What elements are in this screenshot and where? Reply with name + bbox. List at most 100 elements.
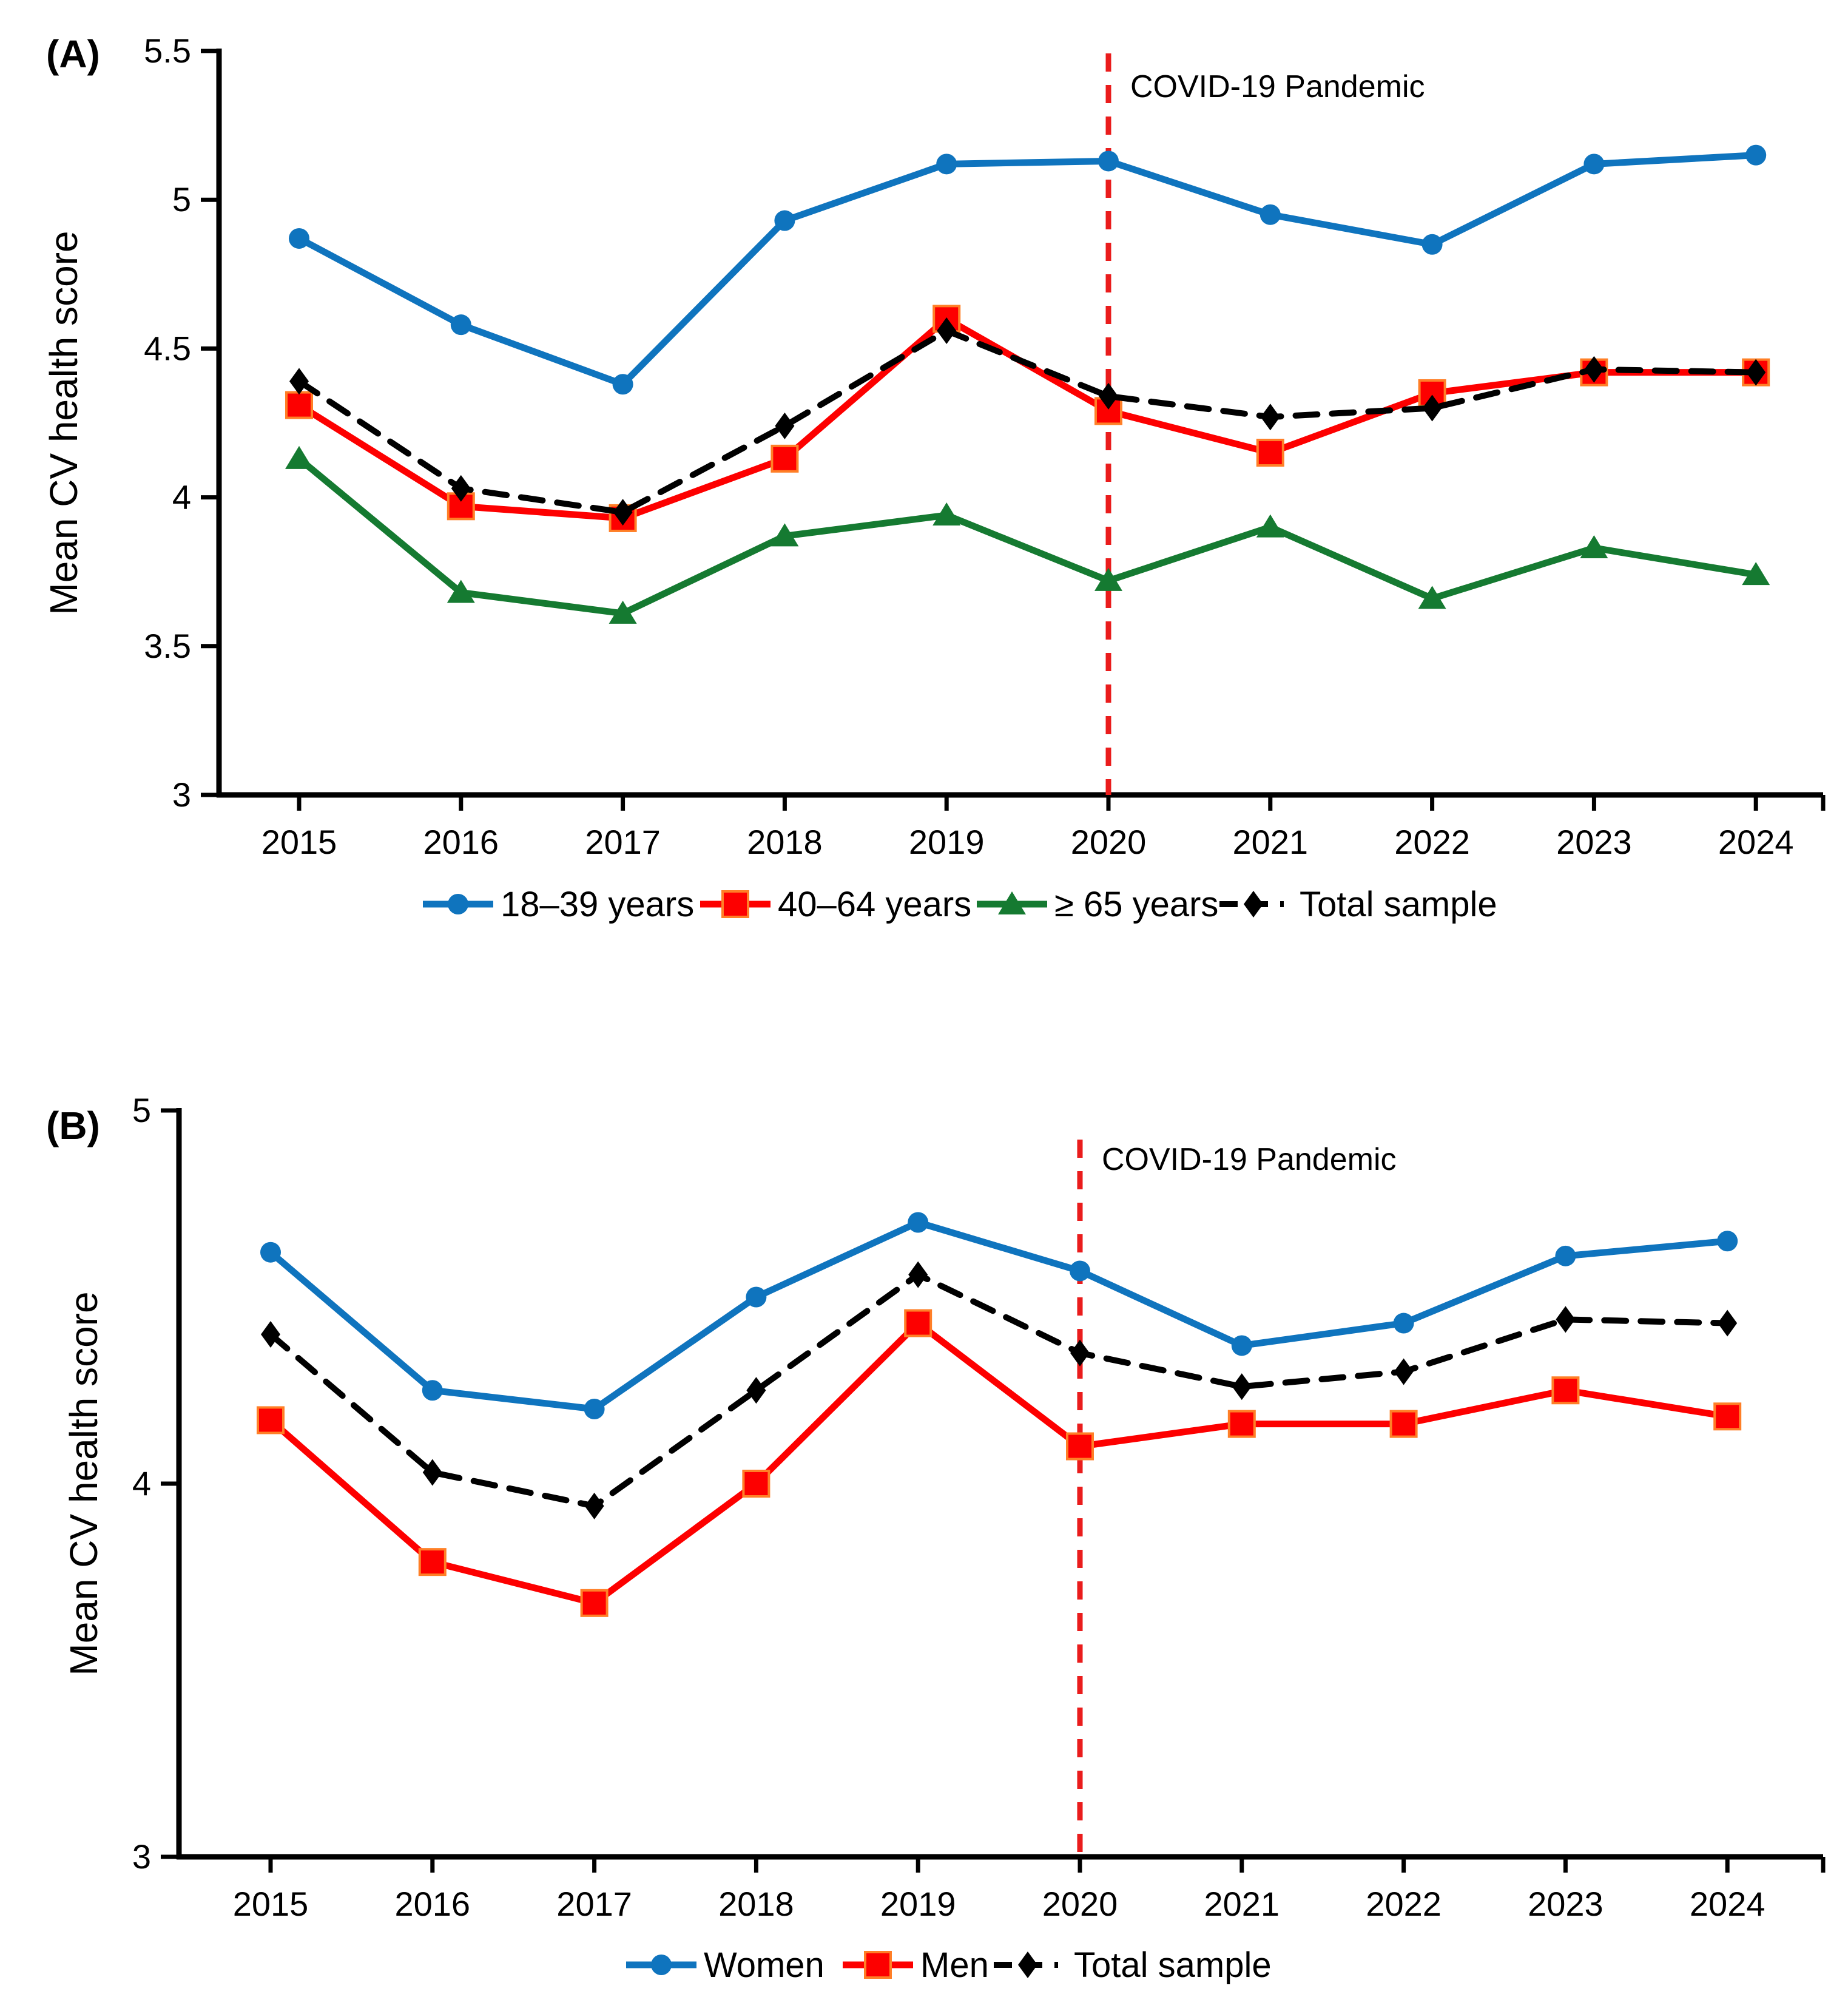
legend-item-total-sample: Total sample	[994, 1945, 1272, 1985]
panel-b-label: (B)	[46, 1104, 100, 1147]
y-tick-label-5: 5	[132, 1091, 151, 1129]
series-total-sample-marker-2018	[775, 412, 795, 439]
series-65-years-line	[295, 455, 1759, 617]
series-women-marker-2016	[422, 1380, 443, 1401]
series-18-39-years-marker-2024	[1745, 144, 1767, 166]
series-men-marker-2018	[742, 1470, 771, 1498]
x-tick-label-2020: 2020	[1042, 1885, 1118, 1923]
series-total-sample-marker-2020	[1099, 382, 1118, 410]
y-axis-title: Mean CV health score	[42, 231, 86, 615]
x-tick-label-2023: 2023	[1556, 823, 1632, 861]
x-tick-label-2016: 2016	[423, 823, 499, 861]
series-total-sample-marker-2017	[613, 499, 633, 526]
series-18-39-years-marker-2023	[1583, 154, 1605, 175]
series-total-sample-marker-2023	[1584, 356, 1604, 383]
legend-triangle-icon	[998, 891, 1026, 914]
series-men-marker-2024	[1713, 1402, 1742, 1431]
x-tick-label-2017: 2017	[585, 823, 661, 861]
legend-square-icon	[721, 890, 749, 918]
series-men-marker-2017	[580, 1589, 609, 1617]
series-40-64-years-marker-2015	[285, 391, 313, 419]
series-men-marker-2020	[1066, 1432, 1094, 1461]
y-tick-label-5: 5	[172, 180, 191, 218]
series-18-39-years-marker-2021	[1260, 204, 1281, 225]
legend-circle-icon	[651, 1955, 672, 1975]
x-tick-label-2015: 2015	[261, 823, 337, 861]
y-tick-label-4: 4	[132, 1464, 151, 1502]
series-total-sample-marker-2020	[1070, 1339, 1090, 1367]
series-women-marker-2018	[746, 1286, 767, 1308]
x-tick-label-2023: 2023	[1528, 1885, 1604, 1923]
x-tick-label-2019: 2019	[880, 1885, 956, 1923]
legend-label-65-years: ≥ 65 years	[1054, 885, 1218, 924]
legend-diamond-icon	[1018, 1951, 1037, 1978]
series-total-sample-marker-2023	[1556, 1306, 1576, 1333]
legend-item-18-39-years: 18–39 years	[423, 885, 694, 924]
x-tick-label-2021: 2021	[1204, 1885, 1280, 1923]
series-18-39-years-marker-2015	[289, 228, 309, 249]
x-tick-label-2018: 2018	[718, 1885, 794, 1923]
series-women-line	[267, 1219, 1731, 1413]
series-65-years-marker-2020	[1094, 567, 1122, 591]
series-18-39-years-marker-2017	[612, 374, 633, 395]
legend-label-women: Women	[704, 1945, 825, 1985]
y-tick-label-4.5: 4.5	[144, 329, 191, 367]
x-tick-label-2018: 2018	[747, 823, 823, 861]
x-tick-label-2022: 2022	[1394, 823, 1470, 861]
x-tick-label-2024: 2024	[1690, 1885, 1765, 1923]
series-65-years-marker-2015	[285, 445, 313, 469]
y-tick-label-5.5: 5.5	[144, 32, 191, 70]
series-women-marker-2022	[1393, 1313, 1414, 1334]
series-65-years-marker-2016	[447, 580, 475, 603]
series-women-marker-2019	[908, 1212, 929, 1233]
series-65-years-marker-2017	[609, 600, 637, 624]
series-65-years-marker-2023	[1580, 535, 1608, 558]
series-18-39-years	[289, 144, 1767, 395]
legend-item-40-64-years: 40–64 years	[700, 885, 971, 924]
series-women-marker-2023	[1555, 1245, 1576, 1266]
y-tick-label-4: 4	[172, 478, 191, 516]
series-40-64-years-marker-2020	[1094, 397, 1122, 425]
series-total-sample-marker-2024	[1746, 359, 1766, 386]
series-men	[257, 1309, 1742, 1617]
x-tick-label-2015: 2015	[233, 1885, 309, 1923]
x-tick-label-2021: 2021	[1233, 823, 1309, 861]
series-women-marker-2017	[584, 1399, 605, 1419]
series-total-sample-marker-2019	[937, 317, 957, 344]
series-total-sample-marker-2021	[1232, 1373, 1252, 1401]
x-tick-label-2019: 2019	[909, 823, 985, 861]
panel-a-label: (A)	[46, 32, 100, 76]
series-18-39-years-marker-2022	[1421, 234, 1443, 255]
series-women-marker-2024	[1717, 1231, 1738, 1252]
legend-item-total-sample: Total sample	[1219, 885, 1497, 924]
series-men-marker-2022	[1389, 1410, 1418, 1438]
legend-circle-icon	[448, 894, 468, 914]
x-tick-label-2024: 2024	[1718, 823, 1794, 861]
series-total-sample-marker-2016	[422, 1459, 442, 1486]
series-40-64-years-marker-2021	[1256, 439, 1284, 467]
series-women-marker-2021	[1231, 1335, 1252, 1356]
series-18-39-years-marker-2019	[936, 154, 957, 175]
series-men-marker-2021	[1227, 1410, 1256, 1438]
series-18-39-years-marker-2020	[1098, 150, 1119, 172]
series-men-marker-2015	[257, 1406, 285, 1434]
y-axis-title: Mean CV health score	[62, 1291, 106, 1675]
series-total-sample	[261, 1261, 1738, 1519]
series-65-years-marker-2022	[1418, 586, 1446, 609]
series-total-sample-marker-2021	[1260, 404, 1280, 431]
x-tick-label-2020: 2020	[1071, 823, 1147, 861]
legend-item-65-years: ≥ 65 years	[977, 885, 1218, 924]
series-women	[260, 1212, 1738, 1419]
y-tick-label-3.5: 3.5	[144, 627, 191, 665]
pandemic-annotation: COVID-19 Pandemic	[1102, 1142, 1397, 1177]
legend-label-total-sample: Total sample	[1300, 885, 1497, 924]
legend: 18–39 years 40–64 years ≥ 65 years Total sa…	[423, 885, 1497, 924]
series-men-line	[267, 1320, 1731, 1607]
chart-panel-a: 3 3.5 4 4.5 5 5.5 2015 2016 2017 2018 2019 2020 2021…	[42, 32, 1826, 924]
series-18-39-years-marker-2016	[450, 314, 471, 336]
series-total-sample-marker-2019	[908, 1261, 928, 1288]
legend: Women Men Total sample	[626, 1945, 1272, 1985]
series-18-39-years-marker-2018	[774, 210, 795, 231]
legend-square-icon	[864, 1951, 892, 1979]
